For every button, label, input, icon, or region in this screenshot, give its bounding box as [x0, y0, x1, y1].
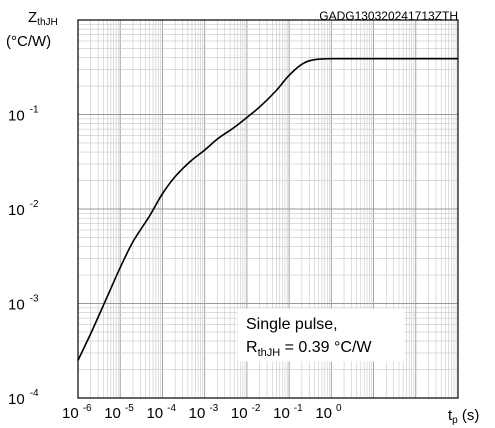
x-tick-base: 10 [104, 405, 121, 422]
x-tick-exponent: -4 [167, 403, 176, 414]
annotation-line2: RthJH = 0.39 °C/W [246, 339, 372, 359]
x-tick-exponent: -1 [294, 403, 303, 414]
y-tick-label: 10 -3 [8, 294, 39, 314]
y-tick-label: 10 -2 [8, 199, 39, 219]
x-tick-base: 10 [315, 405, 332, 422]
annotation-r-main: R [246, 339, 258, 356]
x-tick-exponent: -2 [252, 403, 261, 414]
y-tick-label: 10 -1 [8, 105, 39, 125]
y-axis-label-sub: thJH [37, 17, 58, 28]
x-axis-label-main: t [448, 407, 453, 424]
annotation-line1: Single pulse, [246, 316, 338, 333]
x-tick-base: 10 [231, 405, 248, 422]
x-axis-label-unit: (s) [458, 407, 480, 424]
annotation-r-value: = 0.39 °C/W [280, 339, 372, 356]
y-axis-label: ZthJH [28, 9, 58, 28]
y-tick-base: 10 [8, 108, 25, 125]
x-tick-exponent: -3 [209, 403, 218, 414]
y-tick-exponent: -3 [30, 294, 39, 305]
chart-title: GADG130320241713ZTH [319, 9, 458, 23]
x-tick-base: 10 [273, 405, 290, 422]
y-tick-exponent: -4 [30, 388, 39, 399]
x-tick-label: 10 -5 [104, 403, 134, 422]
x-tick-base: 10 [62, 405, 79, 422]
x-axis-label-sub: p [452, 415, 458, 426]
y-tick-label: 10 -4 [8, 388, 39, 408]
x-tick-base: 10 [146, 405, 163, 422]
x-tick-exponent: 0 [336, 403, 342, 414]
x-tick-label: 10 -1 [273, 403, 303, 422]
x-tick-label: 10 -4 [146, 403, 176, 422]
x-axis-label: tp (s) [448, 407, 479, 426]
x-tick-exponent: -6 [83, 403, 92, 414]
y-tick-base: 10 [8, 297, 25, 314]
annotation-box [237, 308, 405, 362]
y-axis-unit: (°C/W) [6, 33, 51, 50]
x-tick-label: 10 -6 [62, 403, 92, 422]
y-tick-exponent: -1 [30, 105, 39, 116]
x-tick-label: 10 -2 [231, 403, 261, 422]
y-tick-base: 10 [8, 202, 25, 219]
x-tick-exponent: -5 [125, 403, 134, 414]
y-tick-labels: 10 -1 10 -2 10 -3 10 -4 [8, 105, 39, 409]
x-tick-label: 10 -3 [189, 403, 219, 422]
y-axis-label-main: Z [28, 9, 37, 26]
annotation-r-sub: thJH [258, 347, 281, 359]
curve-layer [77, 57, 458, 361]
plot-frame [77, 19, 459, 399]
x-tick-base: 10 [189, 405, 206, 422]
x-tick-labels: 10 -6 10 -5 10 -4 10 -3 10 -2 10 -1 10 0 [62, 403, 342, 422]
zthjh-curve [77, 57, 458, 361]
x-tick-label: 10 0 [315, 403, 342, 422]
y-tick-base: 10 [8, 391, 25, 408]
y-tick-exponent: -2 [30, 199, 39, 210]
